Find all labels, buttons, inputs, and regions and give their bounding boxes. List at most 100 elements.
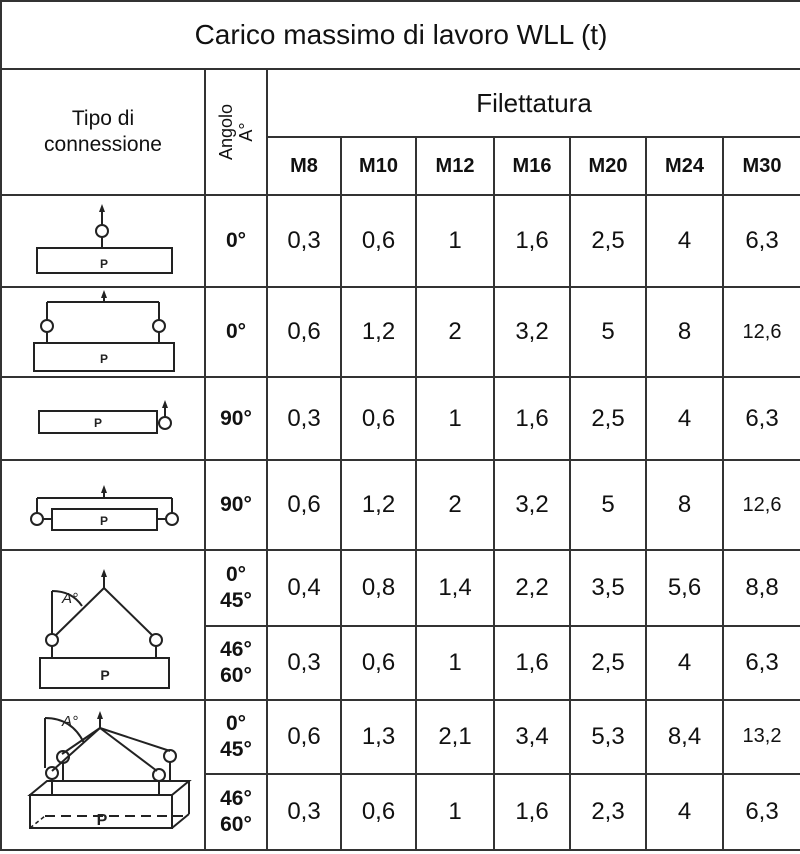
header-size-m10: M10 <box>340 136 417 196</box>
wll-value-m30: 12,6 <box>722 286 800 378</box>
header-size-m20: M20 <box>569 136 647 196</box>
table-row: P 0° 0,3 0,6 1 1,6 2,5 4 6,3 <box>0 194 800 288</box>
header-size-m16: M16 <box>493 136 571 196</box>
wll-value-m10: 1,2 <box>340 459 417 551</box>
wll-value-m12: 1 <box>415 376 495 461</box>
angle-value: 60° <box>220 664 252 687</box>
wll-value-m8: 0,3 <box>266 772 342 852</box>
table-title: Carico massimo di lavoro WLL (t) <box>0 0 800 70</box>
svg-text:P: P <box>100 352 108 366</box>
wll-value-m10: 0,8 <box>340 549 417 627</box>
wll-value-m16: 3,2 <box>493 459 571 551</box>
header-size-m12: M12 <box>415 136 495 196</box>
wll-value-m12: 2 <box>415 459 495 551</box>
angle-value: 0° <box>225 229 247 252</box>
svg-text:A°: A° <box>61 590 78 607</box>
header-size-m8: M8 <box>266 136 342 196</box>
table-row: 46° 60° 0,3 0,6 1 1,6 2,3 4 6,3 <box>1 772 800 852</box>
angle-value: 0° <box>225 320 247 343</box>
single-eyebolt-side-lift-diagram: P <box>0 376 206 461</box>
wll-value-m8: 0,6 <box>266 459 342 551</box>
table-row: P 90° 0,6 1,2 2 3,2 5 8 12,6 <box>0 459 800 551</box>
thread-size-row: M8 M10 M12 M16 M20 M24 M30 <box>1 136 800 196</box>
wll-value-m30: 13,2 <box>722 699 800 775</box>
wll-value-m20: 2,5 <box>569 194 647 288</box>
angle-cell: 90° <box>204 376 268 461</box>
two-leg-sling-angle-diagram: A° P <box>0 549 206 701</box>
wll-value-m12: 1 <box>415 194 495 288</box>
four-leg-sling-angle-diagram: A° P <box>0 699 206 851</box>
single-eyebolt-top-lift-diagram: P <box>0 194 206 288</box>
wll-value-m12: 1,4 <box>415 549 495 627</box>
header-size-m30: M30 <box>722 136 800 196</box>
header-angle-line1: Angolo <box>216 103 236 161</box>
svg-text:P: P <box>100 667 109 683</box>
wll-value-m24: 4 <box>645 376 724 461</box>
wll-value-m20: 2,3 <box>569 772 647 852</box>
wll-value-m20: 5 <box>569 286 647 378</box>
svg-text:P: P <box>100 514 108 528</box>
wll-value-m20: 5,3 <box>569 699 647 775</box>
angle-value: 0° <box>225 563 247 586</box>
angle-value: 45° <box>220 589 252 612</box>
header-angle: Angolo A° <box>204 68 268 196</box>
wll-value-m30: 8,8 <box>722 549 800 627</box>
svg-text:P: P <box>100 257 108 271</box>
wll-value-m10: 1,3 <box>340 699 417 775</box>
angle-cell: 0° <box>204 286 268 378</box>
angle-value: 46° <box>220 786 252 810</box>
wll-value-m8: 0,3 <box>266 194 342 288</box>
wll-value-m8: 0,3 <box>266 376 342 461</box>
table-row: A° P 0° 45° 0,4 0,8 1,4 2,2 3,5 5,6 8,8 <box>0 549 800 701</box>
wll-value-m12: 2 <box>415 286 495 378</box>
wll-value-m8: 0,6 <box>266 286 342 378</box>
table-row: P 0° 0,6 1,2 2 3,2 5 8 12,6 <box>0 286 800 378</box>
wll-value-m8: 0,3 <box>266 625 342 701</box>
wll-value-m16: 1,6 <box>493 625 571 701</box>
wll-value-m24: 8,4 <box>645 699 724 775</box>
wll-value-m10: 0,6 <box>340 194 417 288</box>
wll-value-m30: 6,3 <box>722 772 800 852</box>
angle-value: 0° <box>225 711 247 735</box>
wll-value-m20: 5 <box>569 459 647 551</box>
svg-text:P: P <box>94 416 102 430</box>
angle-value: 90° <box>220 493 252 516</box>
wll-value-m30: 6,3 <box>722 194 800 288</box>
wll-value-m16: 1,6 <box>493 376 571 461</box>
header-size-m24: M24 <box>645 136 724 196</box>
angle-value: 90° <box>220 406 252 430</box>
angle-value: 46° <box>220 638 252 661</box>
wll-value-m20: 2,5 <box>569 376 647 461</box>
wll-value-m16: 3,4 <box>493 699 571 775</box>
svg-text:P: P <box>97 812 108 829</box>
wll-value-m24: 4 <box>645 772 724 852</box>
wll-value-m10: 0,6 <box>340 376 417 461</box>
angle-cell: 46° 60° <box>204 772 268 852</box>
wll-value-m30: 6,3 <box>722 625 800 701</box>
wll-value-m10: 0,6 <box>340 625 417 701</box>
table-row: A° P 0° 45° 0,6 1,3 2,1 3,4 5,3 8,4 13,2 <box>0 699 800 851</box>
header-connection-type-text: Tipo di connessione <box>44 107 162 156</box>
wll-value-m8: 0,6 <box>266 699 342 775</box>
wll-value-m16: 1,6 <box>493 772 571 852</box>
angle-cell: 46° 60° <box>204 625 268 701</box>
table-body: P 0° 0,3 0,6 1 1,6 2,5 4 6,3 P 0° 0,6 1,2 2 3,2 5 8 12,… <box>0 194 800 852</box>
wll-value-m24: 5,6 <box>645 549 724 627</box>
wll-value-m10: 0,6 <box>340 772 417 852</box>
wll-value-m30: 6,3 <box>722 376 800 461</box>
angle-value: 45° <box>220 737 252 761</box>
angle-cell: 90° <box>204 459 268 551</box>
wll-value-m24: 8 <box>645 286 724 378</box>
wll-value-m12: 1 <box>415 772 495 852</box>
wll-value-m30: 12,6 <box>722 459 800 551</box>
wll-value-m10: 1,2 <box>340 286 417 378</box>
wll-value-m12: 2,1 <box>415 699 495 775</box>
wll-value-m20: 3,5 <box>569 549 647 627</box>
wll-value-m16: 1,6 <box>493 194 571 288</box>
header-angle-text: Angolo A° <box>216 102 256 162</box>
header-connection-type: Tipo di connessione <box>0 68 206 196</box>
wll-value-m24: 4 <box>645 194 724 288</box>
wll-value-m24: 8 <box>645 459 724 551</box>
angle-cell: 0° 45° <box>204 699 268 775</box>
